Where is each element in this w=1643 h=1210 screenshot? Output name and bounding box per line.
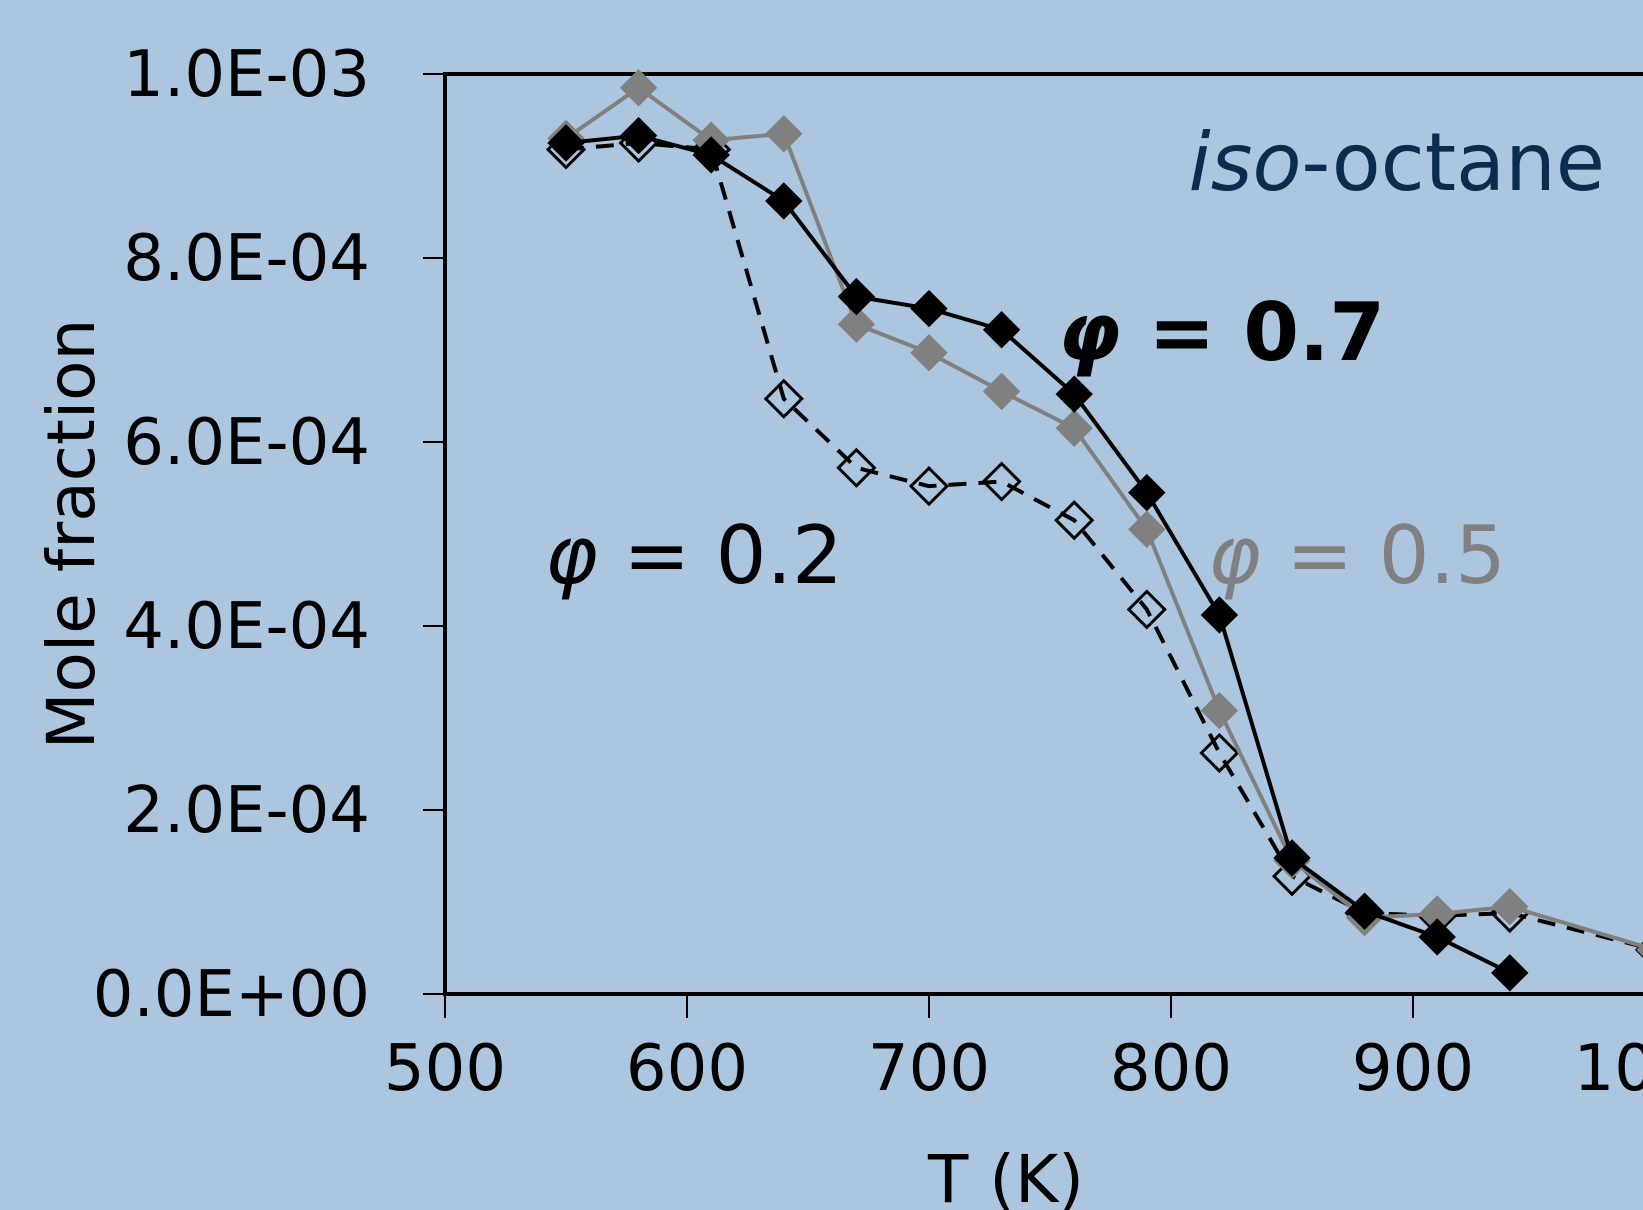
series-2-point [1128, 473, 1166, 512]
x-tick-label: 1000 [1574, 1032, 1643, 1106]
annotation-phi07: φ = 0.7 [1058, 286, 1385, 379]
series-2-point [619, 116, 658, 155]
annotation-iso-part: iso [1189, 116, 1302, 209]
x-tick-label: 900 [1352, 1032, 1474, 1106]
x-tick-label: 700 [868, 1032, 990, 1106]
annotation-phi02: φ = 0.2 [545, 509, 843, 602]
plot-area [443, 72, 1643, 996]
annotation-phi05-part: = 0.5 [1261, 509, 1506, 602]
series-0-point [981, 461, 1022, 502]
series-2-line [565, 133, 1511, 975]
x-tick-label: 500 [384, 1032, 506, 1106]
series-2-point [910, 289, 948, 328]
annotation-phi05: φ = 0.5 [1208, 509, 1506, 602]
series-1-point [1491, 887, 1529, 926]
y-axis-title: Mole fraction [33, 319, 110, 750]
y-tick-label: 6.0E-04 [123, 406, 370, 480]
annotation-iso: iso-octane [1189, 116, 1605, 209]
series-2-point [547, 124, 585, 162]
series-1-point [765, 115, 803, 153]
y-tick-label: 1.0E-03 [123, 38, 370, 112]
series-2-point [1418, 918, 1456, 956]
series-2-point [765, 182, 803, 220]
series-1-point [910, 334, 948, 372]
series-2-point [837, 277, 876, 316]
series-1-point [1200, 691, 1239, 730]
series-0-point [836, 447, 877, 488]
series-layer [545, 69, 1643, 992]
series-2-point [692, 136, 730, 174]
series-1-point [619, 69, 658, 107]
series-1-point [982, 372, 1021, 411]
series-0-point [763, 378, 804, 419]
series-0-point [1126, 589, 1167, 630]
x-tick-label: 800 [1110, 1032, 1232, 1106]
series-2-point [1491, 954, 1529, 992]
x-tick-label: 600 [626, 1032, 748, 1106]
series-2-point [1273, 839, 1311, 877]
series-2-point [982, 311, 1021, 349]
series-2-point [1345, 892, 1384, 930]
annotation-phi02-part: = 0.2 [598, 509, 843, 602]
annotation-iso-part: -octane [1301, 116, 1605, 209]
series-1-point [837, 305, 876, 343]
series-1-point [1636, 943, 1643, 957]
series-0-point [1054, 500, 1095, 541]
annotation-phi07-part: φ [1058, 286, 1121, 379]
annotation-phi05-part: φ [1208, 509, 1261, 602]
series-2-point [1200, 596, 1239, 634]
y-tick-label: 8.0E-04 [123, 222, 370, 296]
series-0-point [1199, 732, 1240, 774]
series-1-point [1128, 510, 1166, 549]
axis-layer: 0.0E+00 2.0E-04 4.0E-04 6.0E-04 8.0E-04 1.0E-… [93, 38, 1643, 1106]
x-axis-title: T (K) [927, 1141, 1084, 1210]
y-tick-label: 4.0E-04 [123, 590, 370, 664]
annotation-phi02-part: φ [545, 509, 598, 602]
series-0-line [565, 141, 1643, 949]
y-tick-label: 2.0E-04 [123, 774, 370, 848]
series-1-point [1055, 409, 1093, 447]
series-2-point [1055, 375, 1093, 413]
series-0-point [908, 466, 950, 507]
annotation-phi07-part: = 0.7 [1121, 286, 1385, 379]
y-tick-label: 0.0E+00 [93, 958, 370, 1032]
